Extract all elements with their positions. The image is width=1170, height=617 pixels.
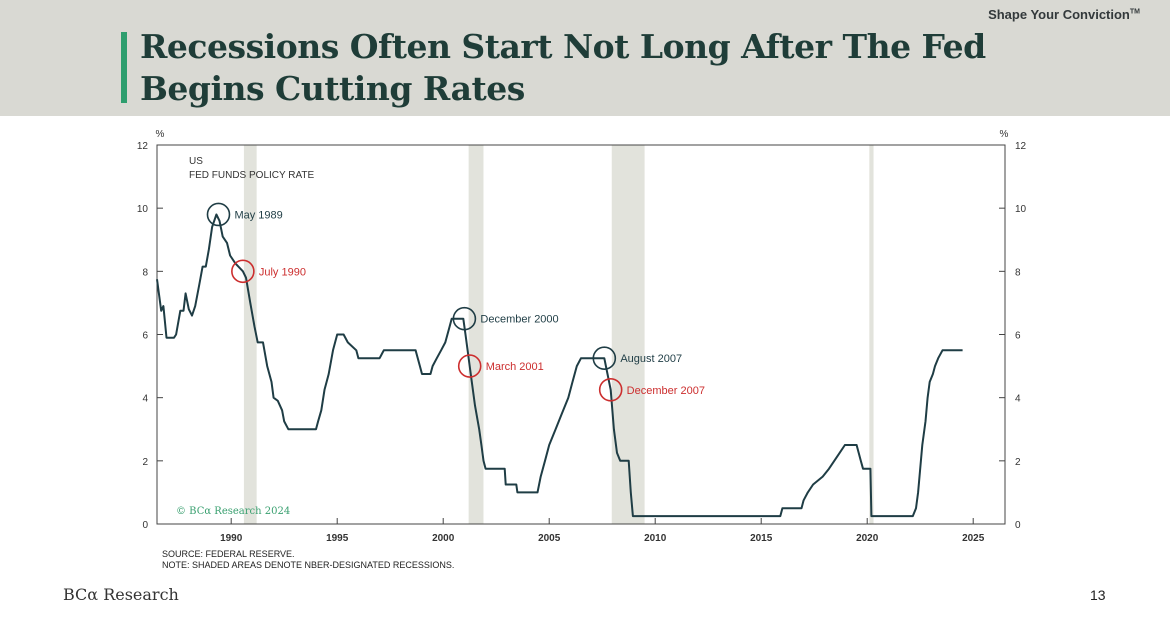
chart-notes: SOURCE: FEDERAL RESERVE. NOTE: SHADED AR…	[162, 549, 454, 571]
annotation-circle-1	[231, 259, 255, 284]
plot-frame	[156, 144, 1006, 525]
tagline-text: Shape Your Conviction	[988, 7, 1130, 22]
y-tick-label-right-4: 4	[1015, 394, 1021, 405]
y-tick-label-right-0: 0	[1015, 520, 1021, 531]
x-tick-label-2015: 2015	[750, 533, 773, 544]
y-tick-label-left-10: 10	[137, 204, 149, 215]
fed-funds-chart: 0 0 2 2 4 4 6 6 8 8 10 10 12 12% % 1990 1995 2000 2005 2010…	[137, 129, 1027, 544]
y-tick-label-right-12: 12	[1015, 141, 1027, 152]
annotation-circle-0	[206, 202, 231, 227]
x-tick-label-2020: 2020	[856, 533, 879, 544]
y-tick-label-right-8: 8	[1015, 267, 1021, 278]
y-tick-label-left-2: 2	[142, 457, 148, 468]
annotation-label-4: August 2007	[620, 353, 682, 365]
annotation-circle-2	[452, 306, 477, 331]
y-tick-label-left-0: 0	[142, 520, 148, 531]
annotation-circle-4	[592, 346, 617, 370]
page-number: 13	[1090, 587, 1106, 603]
x-tick-label-2005: 2005	[538, 533, 561, 544]
y-unit-left: %	[156, 129, 165, 140]
footer-brand-logo: BCα Research	[63, 585, 179, 604]
y-tick-label-left-6: 6	[142, 331, 148, 342]
recession-note: NOTE: SHADED AREAS DENOTE NBER-DESIGNATE…	[162, 560, 455, 570]
y-tick-label-left-4: 4	[142, 394, 148, 405]
annotation-label-0: May 1989	[234, 209, 282, 221]
title-accent-bar	[121, 32, 127, 103]
x-tick-label-2010: 2010	[644, 533, 667, 544]
x-tick-label-1995: 1995	[326, 533, 349, 544]
page-title: Recessions Often Start Not Long After Th…	[140, 27, 986, 108]
y-tick-label-left-8: 8	[142, 267, 148, 278]
chart-title: US	[189, 156, 203, 167]
trademark-mark: TM	[1129, 8, 1140, 16]
y-tick-label-left-12: 12	[137, 141, 149, 152]
x-tick-label-1990: 1990	[220, 533, 243, 544]
tagline: Shape Your ConvictionTM	[988, 7, 1140, 22]
y-unit-right: %	[1000, 129, 1009, 140]
annotation-label-2: December 2000	[480, 314, 558, 326]
recession-band-1	[468, 145, 484, 524]
annotation-circle-5	[598, 377, 623, 402]
chart-subtitle: FED FUNDS POLICY RATE	[189, 170, 315, 181]
x-tick-label-2000: 2000	[432, 533, 455, 544]
annotation-label-3: March 2001	[486, 361, 544, 373]
header-band: Recessions Often Start Not Long After Th…	[0, 0, 1170, 116]
recession-band-0	[243, 145, 257, 524]
y-tick-label-right-6: 6	[1015, 331, 1021, 342]
annotation-circle-3	[457, 354, 482, 378]
recession-band-3	[869, 145, 874, 524]
y-tick-label-right-10: 10	[1015, 204, 1027, 215]
chart-copyright: © BCα Research 2024	[176, 506, 290, 517]
annotation-label-1: July 1990	[259, 266, 306, 278]
source-note: SOURCE: FEDERAL RESERVE.	[162, 549, 295, 559]
annotation-label-5: December 2007	[627, 385, 705, 397]
series-line-0	[156, 213, 963, 518]
x-tick-label-2025: 2025	[962, 533, 985, 544]
y-tick-label-right-2: 2	[1015, 457, 1021, 468]
